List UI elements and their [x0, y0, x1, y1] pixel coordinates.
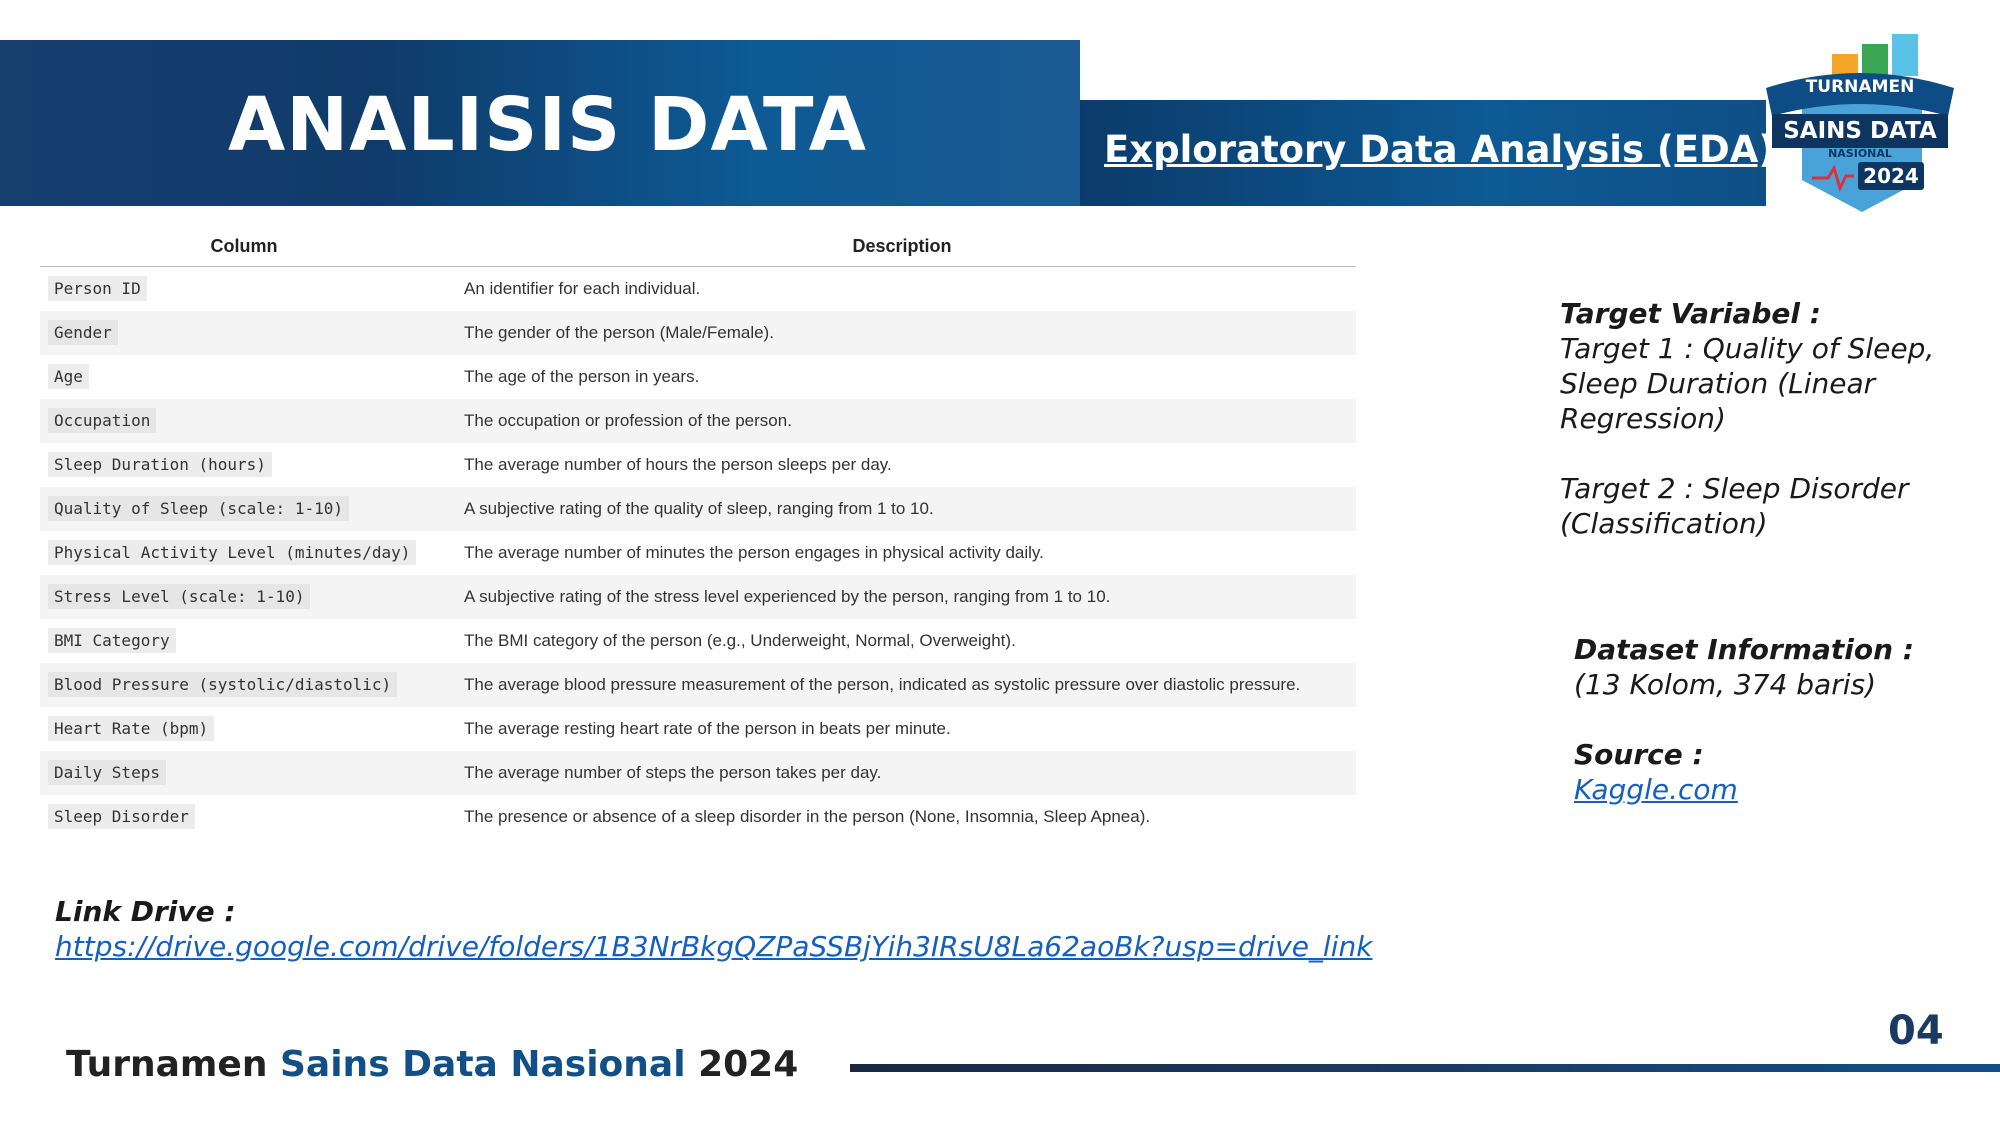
logo-bar-green — [1862, 44, 1888, 76]
row-column-name: Gender — [48, 320, 118, 345]
row-description: An identifier for each individual. — [464, 279, 701, 298]
subtitle-banner: Exploratory Data Analysis (EDA) — [1080, 100, 1775, 206]
row-description: The average blood pressure measurement o… — [448, 663, 1356, 707]
logo-text-2: SAINS DATA — [1783, 118, 1937, 144]
drive-link[interactable]: https://drive.google.com/drive/folders/1… — [55, 930, 1373, 963]
variables-table: Column Description Person ID An identifi… — [40, 226, 1356, 839]
drive-heading: Link Drive : — [55, 895, 236, 928]
row-description: The occupation or profession of the pers… — [448, 399, 1356, 443]
row-description: The average number of minutes the person… — [464, 543, 1044, 562]
tsdn-logo: TURNAMEN SAINS DATA NASIONAL 2024 — [1766, 34, 1954, 212]
row-column-name: Occupation — [48, 408, 157, 433]
row-column-name: Sleep Disorder — [48, 804, 195, 829]
row-description: A subjective rating of the quality of sl… — [448, 487, 1356, 531]
row-description: The average number of steps the person t… — [448, 751, 1356, 795]
row-description: The BMI category of the person (e.g., Un… — [464, 631, 1016, 650]
source-link[interactable]: Kaggle.com — [1574, 773, 1738, 806]
table-row: Sleep Disorder The presence or absence o… — [40, 795, 1356, 839]
target-2: Target 2 : Sleep Disorder (Classificatio… — [1560, 472, 1909, 540]
footer-divider — [850, 1064, 2000, 1072]
table-row: Sleep Duration (hours) The average numbe… — [40, 443, 1356, 487]
description-header: Description — [448, 226, 1356, 267]
footer-title: Turnamen Sains Data Nasional 2024 — [66, 1044, 798, 1085]
logo-year: 2024 — [1863, 164, 1919, 188]
row-column-name: Quality of Sleep (scale: 1-10) — [48, 496, 349, 521]
row-column-name: BMI Category — [48, 628, 176, 653]
dataset-heading: Dataset Information : — [1574, 633, 1914, 666]
target-variable-panel: Target Variabel : Target 1 : Quality of … — [1560, 296, 1980, 541]
logo-text-1: TURNAMEN — [1806, 77, 1915, 97]
logo-text-3: NASIONAL — [1828, 147, 1892, 160]
page-number: 04 — [1888, 1008, 1944, 1054]
row-column-name: Person ID — [48, 276, 147, 301]
table-header-row: Column Description — [40, 226, 1356, 267]
table-row: Occupation The occupation or profession … — [40, 399, 1356, 443]
footer-title-part3: 2024 — [685, 1044, 799, 1085]
footer-title-part2: Sains Data Nasional — [280, 1044, 686, 1085]
dataset-info: (13 Kolom, 374 baris) — [1574, 668, 1877, 701]
logo-heartbeat — [1812, 164, 1854, 193]
eda-link[interactable]: Exploratory Data Analysis (EDA) — [1104, 128, 1776, 171]
row-column-name: Physical Activity Level (minutes/day) — [48, 540, 417, 565]
row-description: The age of the person in years. — [464, 367, 700, 386]
row-description: The average number of hours the person s… — [464, 455, 892, 474]
logo-bar-cyan — [1892, 34, 1918, 76]
target-1: Target 1 : Quality of Sleep, Sleep Durat… — [1560, 332, 1935, 435]
table-row: Age The age of the person in years. — [40, 355, 1356, 399]
row-column-name: Daily Steps — [48, 760, 166, 785]
row-column-name: Age — [48, 364, 89, 389]
column-header: Column — [40, 226, 448, 267]
row-column-name: Blood Pressure (systolic/diastolic) — [48, 672, 398, 697]
logo-ribbon — [1766, 73, 1954, 116]
title-banner: ANALISIS DATA — [0, 40, 1080, 206]
row-description: The presence or absence of a sleep disor… — [464, 807, 1151, 826]
table-row: Blood Pressure (systolic/diastolic) The … — [40, 663, 1356, 707]
logo-name-band — [1772, 114, 1948, 148]
target-heading: Target Variabel : — [1560, 297, 1821, 330]
row-description: A subjective rating of the stress level … — [448, 575, 1356, 619]
table-row: Gender The gender of the person (Male/Fe… — [40, 311, 1356, 355]
footer-title-part1: Turnamen — [66, 1044, 280, 1085]
logo-year-box — [1858, 162, 1924, 190]
table-row: Quality of Sleep (scale: 1-10) A subject… — [40, 487, 1356, 531]
drive-link-panel: Link Drive : https://drive.google.com/dr… — [55, 894, 1372, 964]
table-row: Person ID An identifier for each individ… — [40, 267, 1356, 312]
row-column-name: Heart Rate (bpm) — [48, 716, 215, 741]
table-row: BMI Category The BMI category of the per… — [40, 619, 1356, 663]
row-description: The gender of the person (Male/Female). — [448, 311, 1356, 355]
row-description: The average resting heart rate of the pe… — [464, 719, 951, 738]
page-title: ANALISIS DATA — [228, 82, 868, 168]
dataset-info-panel: Dataset Information : (13 Kolom, 374 bar… — [1574, 632, 1974, 807]
row-column-name: Stress Level (scale: 1-10) — [48, 584, 311, 609]
table-row: Daily Steps The average number of steps … — [40, 751, 1356, 795]
table-row: Heart Rate (bpm) The average resting hea… — [40, 707, 1356, 751]
row-column-name: Sleep Duration (hours) — [48, 452, 272, 477]
source-heading: Source : — [1574, 738, 1704, 771]
table-row: Stress Level (scale: 1-10) A subjective … — [40, 575, 1356, 619]
table-row: Physical Activity Level (minutes/day) Th… — [40, 531, 1356, 575]
logo-bar-orange — [1832, 54, 1858, 76]
